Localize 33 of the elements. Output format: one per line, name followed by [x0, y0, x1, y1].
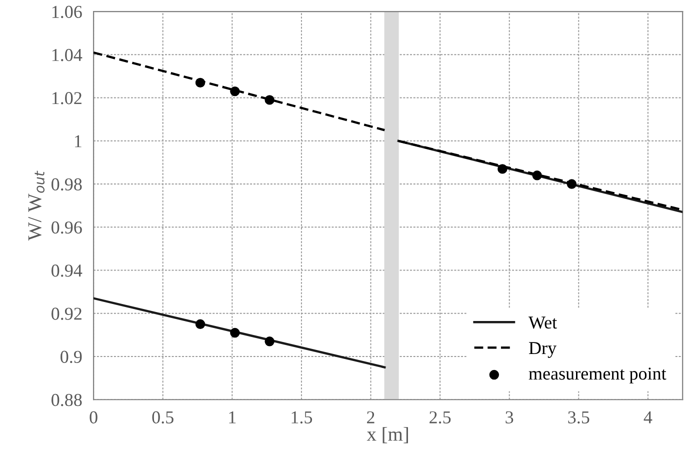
y-tick-label: 0.9	[60, 350, 82, 364]
y-tick-label: 0.94	[52, 264, 82, 277]
legend-label: Wet	[528, 316, 557, 329]
point	[195, 319, 206, 330]
x-axis-title: x [m]	[366, 427, 408, 444]
point	[230, 328, 240, 338]
x-tick-label: 0	[90, 411, 98, 424]
x-tick-label: 3.5	[568, 411, 590, 424]
y-tick-label: 0.88	[52, 394, 82, 406]
y-tick-label: 0.98	[52, 178, 82, 191]
x-tick-label: 2.5	[430, 411, 451, 424]
x-tick-label: 3	[506, 411, 514, 424]
y-tick-label: 0.92	[52, 308, 82, 320]
point	[532, 170, 542, 180]
point	[566, 179, 577, 189]
y-tick-label: 0.96	[52, 221, 82, 234]
point	[264, 336, 274, 346]
y-tick-label: 1.06	[52, 6, 82, 18]
point	[264, 95, 274, 105]
y-tick-label: 1.04	[52, 48, 82, 62]
point	[498, 164, 508, 174]
y-axis-title: W/ W$_{out}$	[28, 170, 45, 241]
y-tick-label: 1	[75, 135, 82, 148]
legend-label: measurement point	[528, 368, 666, 384]
x-tick-label: 1.5	[292, 411, 312, 424]
x-tick-label: 4	[644, 411, 652, 424]
x-tick-label: 0.5	[152, 411, 174, 424]
point	[195, 78, 206, 88]
point	[230, 86, 240, 96]
x-tick-label: 1	[229, 411, 236, 424]
y-tick-label: 1.02	[52, 92, 82, 104]
legend-label: Dry	[528, 342, 556, 358]
x-tick-label: 2	[367, 411, 374, 424]
